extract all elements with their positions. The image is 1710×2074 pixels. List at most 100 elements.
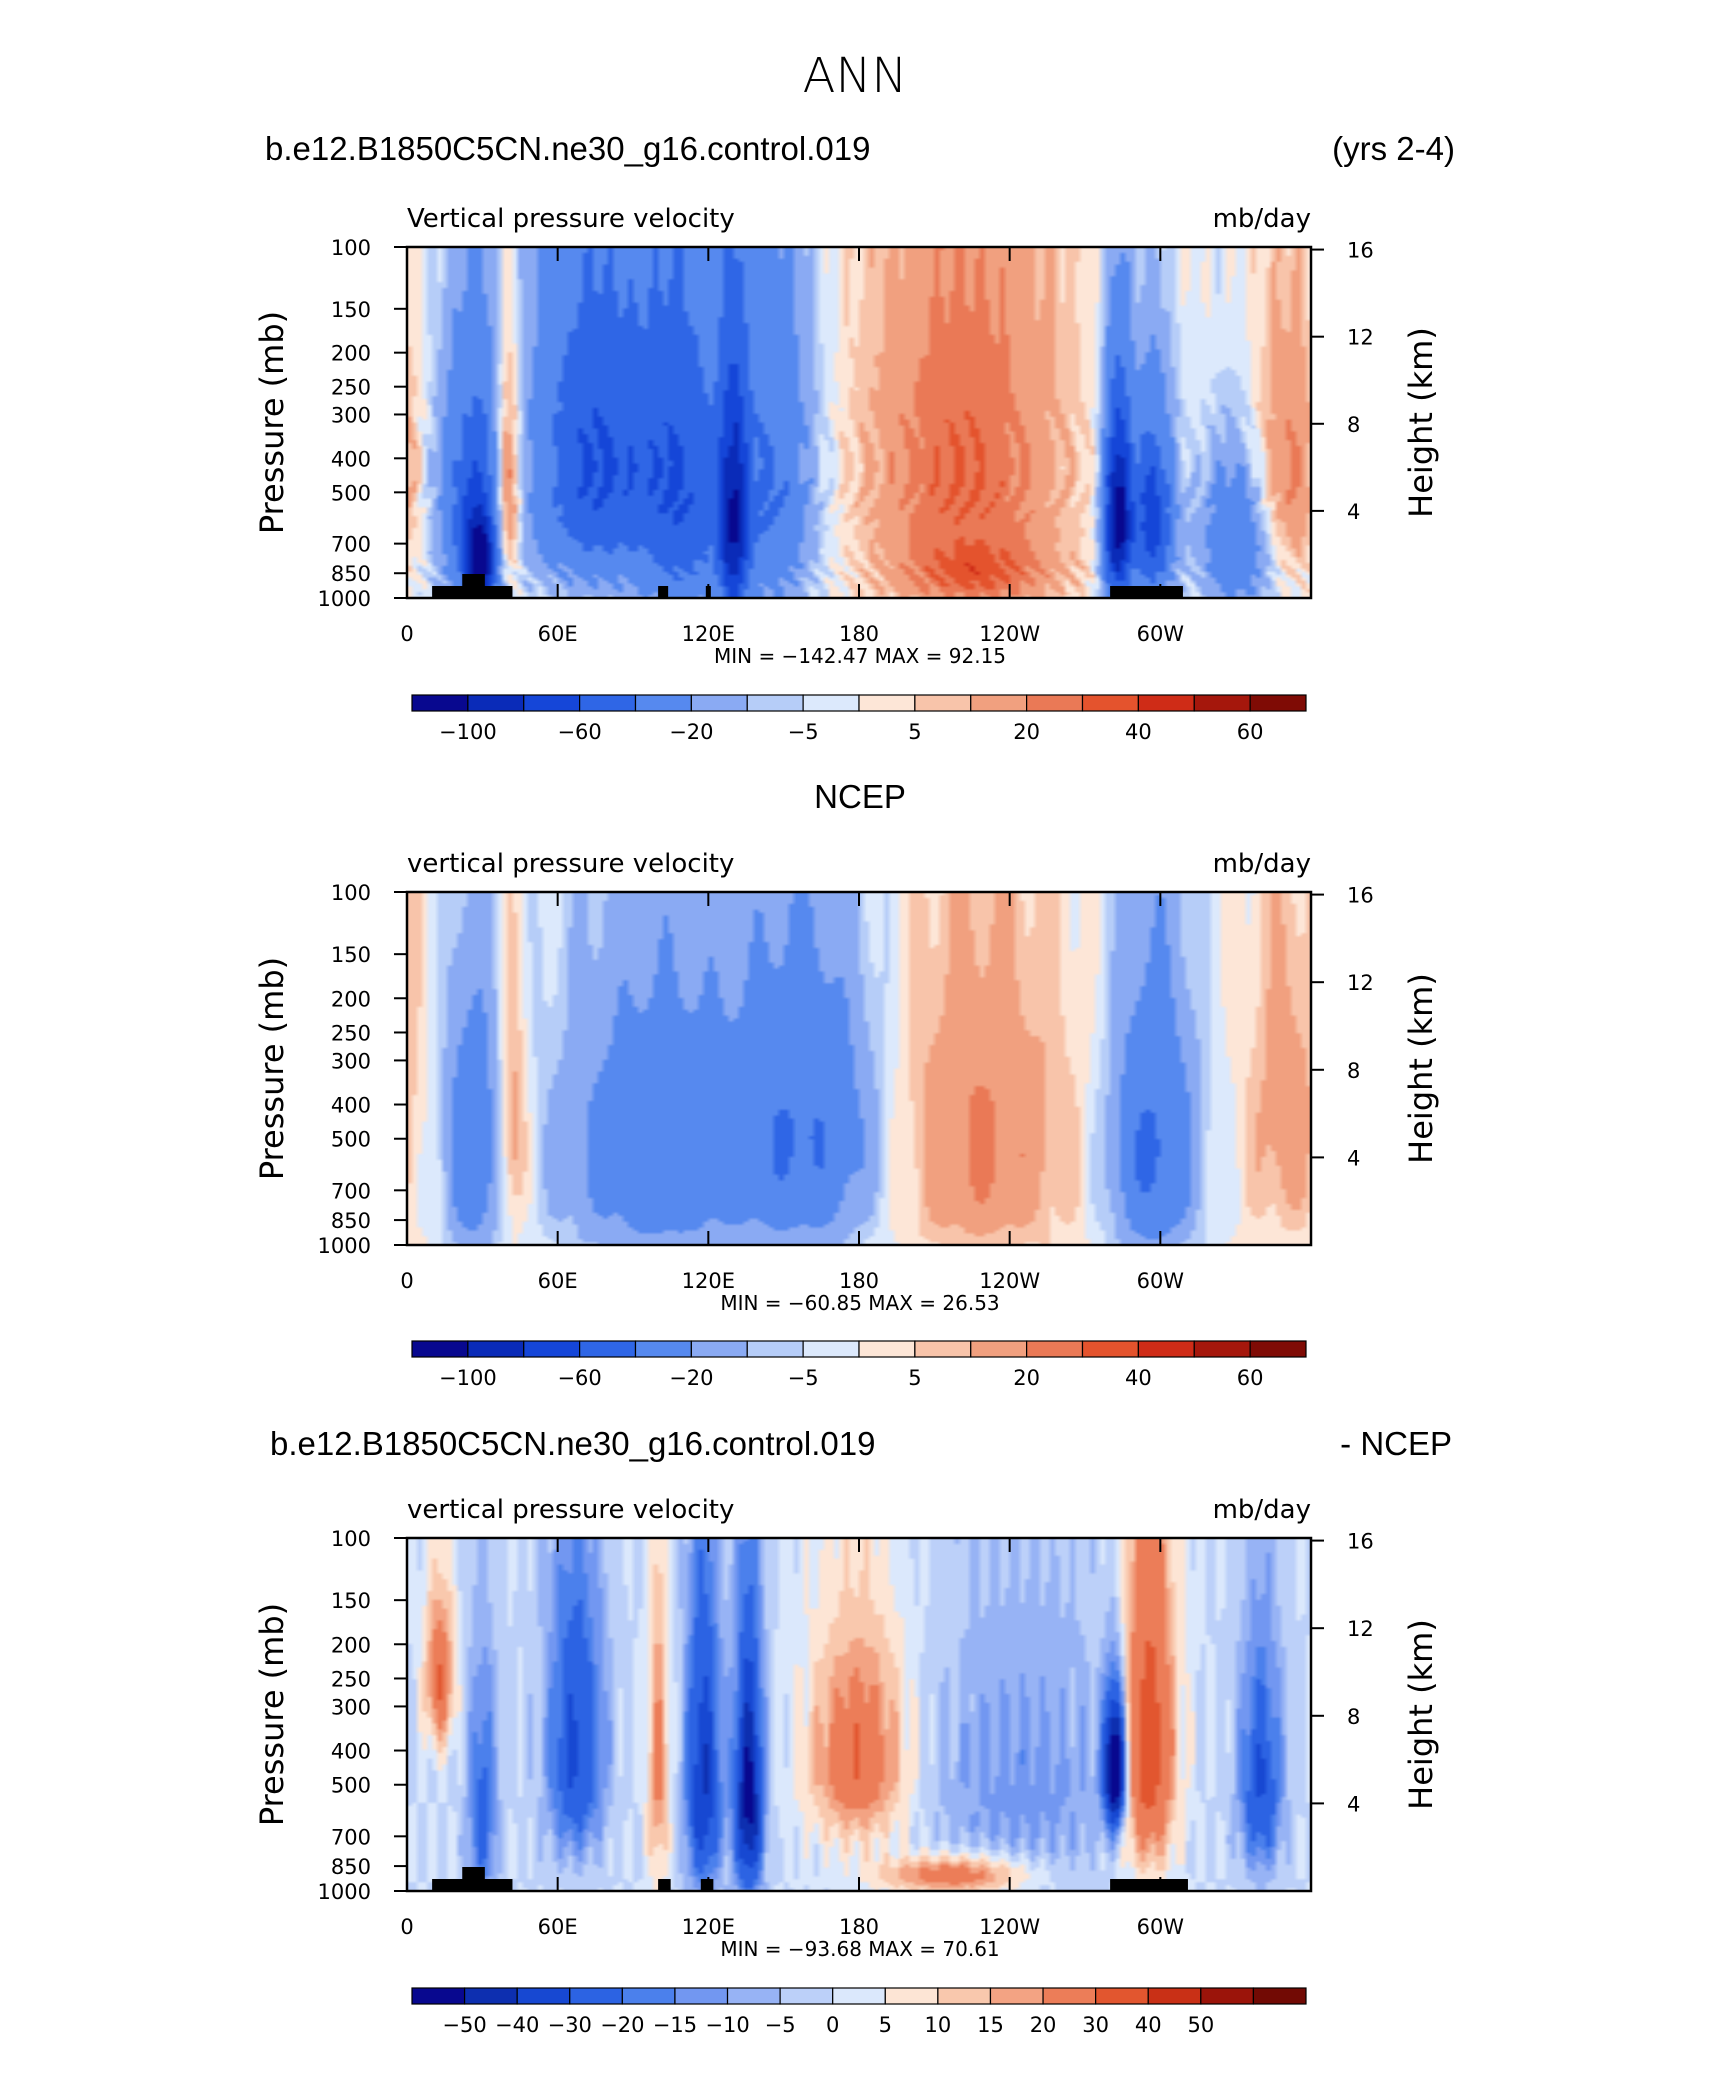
x-tick-label: 60W bbox=[1137, 622, 1185, 646]
y-tick-label: 200 bbox=[331, 1633, 371, 1657]
x-tick-label: 120W bbox=[979, 622, 1040, 646]
y-tick-label: 200 bbox=[331, 987, 371, 1011]
colorbar-box bbox=[802, 1340, 860, 1358]
colorbar-box bbox=[634, 694, 692, 712]
y-tick-label: 850 bbox=[331, 1209, 371, 1233]
y-tick-label: 100 bbox=[331, 236, 371, 260]
y-tick-label: 250 bbox=[331, 1667, 371, 1691]
y-tick-label: 850 bbox=[331, 562, 371, 586]
y2-tick-label: 12 bbox=[1347, 1617, 1374, 1641]
y-tick-label: 850 bbox=[331, 1855, 371, 1879]
x-tick-label: 120E bbox=[682, 1915, 735, 1939]
x-tick-label: 0 bbox=[400, 1915, 413, 1939]
panel3-ground-mask bbox=[1110, 1879, 1188, 1891]
colorbar-box bbox=[1026, 1340, 1084, 1358]
x-tick-label: 120W bbox=[979, 1269, 1040, 1293]
colorbar-label: 60 bbox=[1237, 720, 1264, 744]
panel1-ground-mask bbox=[658, 586, 669, 598]
colorbar-box bbox=[579, 1340, 637, 1358]
min-max-stats: MIN = −93.68 MAX = 70.61 bbox=[720, 1937, 999, 1961]
colorbar-box bbox=[858, 1340, 916, 1358]
colorbar-label: −20 bbox=[669, 1366, 713, 1390]
colorbar-label: 10 bbox=[925, 2013, 952, 2037]
x-tick-label: 60E bbox=[538, 622, 578, 646]
colorbar-label: −10 bbox=[705, 2013, 749, 2037]
colorbar-label: −20 bbox=[669, 720, 713, 744]
colorbar-label: 5 bbox=[908, 720, 921, 744]
left-string: vertical pressure velocity bbox=[407, 849, 734, 879]
panel2-field bbox=[407, 892, 1311, 1245]
colorbar-label: 20 bbox=[1013, 720, 1040, 744]
y-tick-label: 150 bbox=[331, 1589, 371, 1613]
x-tick-label: 120E bbox=[682, 622, 735, 646]
colorbar-label: 40 bbox=[1125, 1366, 1152, 1390]
colorbar-label: −5 bbox=[788, 720, 819, 744]
y2-axis-label: Height (km) bbox=[1402, 327, 1440, 518]
y2-tick-label: 16 bbox=[1347, 884, 1374, 908]
colorbar-label: −30 bbox=[548, 2013, 592, 2037]
x-tick-label: 120W bbox=[979, 1915, 1040, 1939]
y2-tick-label: 4 bbox=[1347, 1792, 1360, 1816]
colorbar-box bbox=[690, 694, 748, 712]
colorbar-label: 5 bbox=[908, 1366, 921, 1390]
colorbar-box bbox=[726, 1987, 781, 2005]
y2-tick-label: 4 bbox=[1347, 500, 1360, 524]
colorbar-box bbox=[411, 1340, 469, 1358]
colorbar-box bbox=[914, 694, 972, 712]
colorbar-box bbox=[1249, 694, 1307, 712]
panel1-ground-mask bbox=[462, 574, 485, 588]
colorbar-label: 5 bbox=[879, 2013, 892, 2037]
y-tick-label: 300 bbox=[331, 403, 371, 427]
colorbar-label: 0 bbox=[826, 2013, 839, 2037]
colorbar-box bbox=[1193, 1340, 1251, 1358]
colorbar-box bbox=[970, 1340, 1028, 1358]
y-tick-label: 100 bbox=[331, 1527, 371, 1551]
x-tick-label: 180 bbox=[839, 1269, 879, 1293]
y2-axis-label: Height (km) bbox=[1402, 1619, 1440, 1810]
colorbar-box bbox=[802, 694, 860, 712]
colorbar-label: −60 bbox=[557, 720, 601, 744]
colorbar-box bbox=[1193, 694, 1251, 712]
colorbar-box bbox=[523, 694, 581, 712]
y-tick-label: 500 bbox=[331, 1774, 371, 1798]
panel2-title: NCEP bbox=[814, 778, 906, 815]
colorbar-label: 60 bbox=[1237, 1366, 1264, 1390]
x-tick-label: 60W bbox=[1137, 1269, 1185, 1293]
min-max-stats: MIN = −60.85 MAX = 26.53 bbox=[720, 1291, 999, 1315]
colorbar-box bbox=[1081, 694, 1139, 712]
y-tick-label: 400 bbox=[331, 1740, 371, 1764]
x-tick-label: 120E bbox=[682, 1269, 735, 1293]
colorbar-box bbox=[746, 694, 804, 712]
colorbar-box bbox=[884, 1987, 939, 2005]
left-string: Vertical pressure velocity bbox=[407, 204, 735, 234]
y2-tick-label: 4 bbox=[1347, 1146, 1360, 1170]
y-tick-label: 1000 bbox=[318, 1880, 371, 1904]
colorbar-box bbox=[832, 1987, 886, 2005]
colorbar-label: 40 bbox=[1135, 2013, 1162, 2037]
y2-tick-label: 8 bbox=[1347, 1059, 1360, 1083]
y-tick-label: 250 bbox=[331, 376, 371, 400]
right-string: mb/day bbox=[1213, 204, 1311, 234]
colorbar-label: −100 bbox=[439, 1366, 497, 1390]
colorbar-box bbox=[746, 1340, 804, 1358]
figure-title: ANN bbox=[803, 48, 908, 104]
colorbar-box bbox=[1147, 1987, 1202, 2005]
colorbar-box bbox=[467, 694, 525, 712]
panel3-ground-mask bbox=[462, 1867, 485, 1881]
y2-tick-label: 16 bbox=[1347, 239, 1374, 263]
colorbar-box bbox=[523, 1340, 581, 1358]
x-tick-label: 60E bbox=[538, 1269, 578, 1293]
y-tick-label: 1000 bbox=[318, 587, 371, 611]
y2-tick-label: 16 bbox=[1347, 1530, 1374, 1554]
colorbar-box bbox=[634, 1340, 692, 1358]
colorbar-label: 20 bbox=[1013, 1366, 1040, 1390]
colorbar-label: −40 bbox=[495, 2013, 539, 2037]
panel3-field bbox=[407, 1538, 1311, 1891]
colorbar-label: −5 bbox=[788, 1366, 819, 1390]
colorbar-box bbox=[579, 694, 637, 712]
colorbar-box bbox=[1026, 694, 1084, 712]
y-tick-label: 150 bbox=[331, 943, 371, 967]
colorbar-box bbox=[779, 1987, 834, 2005]
y-tick-label: 400 bbox=[331, 1094, 371, 1118]
y2-tick-label: 12 bbox=[1347, 971, 1374, 995]
